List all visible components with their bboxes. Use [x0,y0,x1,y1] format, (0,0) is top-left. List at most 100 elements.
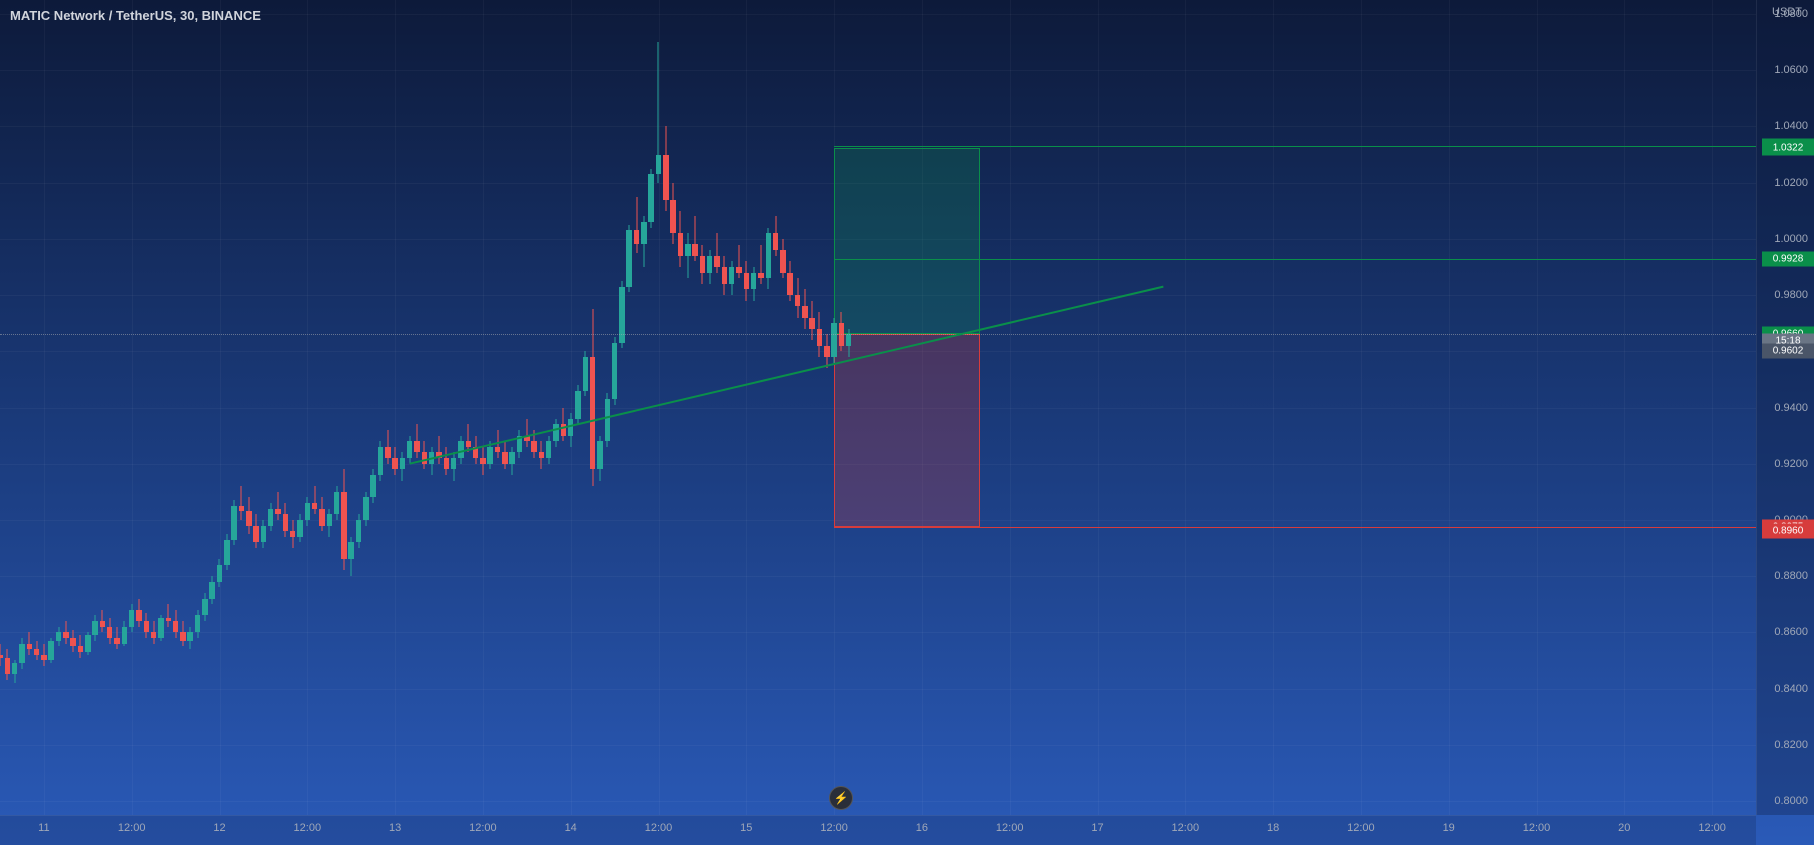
candle [831,318,836,363]
candle [451,452,456,480]
symbol-header: MATIC Network / TetherUS, 30, BINANCE [10,8,261,23]
candle [502,441,507,469]
y-tick-label: 0.9200 [1774,458,1808,470]
candle [780,239,785,278]
candle [290,520,295,548]
candle [312,486,317,514]
candle [575,385,580,424]
y-tick-label: 0.8000 [1774,795,1808,807]
candle [678,211,683,267]
candle [473,436,478,464]
x-tick-label: 11 [38,822,49,834]
candle [27,632,32,654]
candle [378,441,383,480]
candle [626,225,631,292]
candle [180,621,185,646]
candle [561,408,566,442]
candle [700,245,705,284]
candle [48,638,53,663]
candle [187,627,192,649]
horizontal-price-line[interactable] [834,146,1756,147]
candle [846,329,851,357]
candle [85,632,90,654]
x-tick-label: 12:00 [118,822,146,834]
candle [327,509,332,537]
candle [466,424,471,452]
candlestick-series [0,0,1756,815]
y-tick-label: 1.0000 [1774,233,1808,245]
candle [773,216,778,255]
y-tick-label: 1.0200 [1774,177,1808,189]
candle [539,441,544,469]
candle [195,610,200,638]
candle [685,233,690,278]
candle [480,447,485,475]
x-tick-label: 15 [740,822,752,834]
y-tick-label: 0.8400 [1774,683,1808,695]
replay-marker-icon[interactable]: ⚡ [829,786,853,810]
candle [656,42,661,183]
x-tick-label: 13 [389,822,401,834]
candle [400,452,405,480]
candle [458,436,463,464]
price-axis-label: 0.8960 [1762,524,1814,539]
price-axis[interactable]: USDT 1.08001.06001.04001.02001.00000.980… [1756,0,1814,815]
candle [736,245,741,279]
price-axis-label: 0.9602 [1762,343,1814,358]
candle [641,216,646,267]
candle [590,309,595,486]
candle [553,419,558,447]
chart-container[interactable]: MATIC Network / TetherUS, 30, BINANCE US… [0,0,1814,845]
time-axis[interactable]: 1112:001212:001312:001412:001512:001612:… [0,815,1756,845]
x-tick-label: 12:00 [294,822,322,834]
x-tick-label: 19 [1443,822,1455,834]
x-tick-label: 12:00 [469,822,497,834]
candle [619,281,624,348]
candle [100,610,105,632]
candle [261,520,266,548]
candle [224,534,229,571]
horizontal-price-line[interactable] [834,259,1756,260]
candle [114,627,119,649]
candle [744,261,749,300]
candle [487,441,492,469]
candle [583,351,588,396]
candle [356,514,361,548]
candle [275,492,280,520]
candle [363,492,368,526]
candle [787,261,792,300]
candle [436,436,441,464]
candle [56,627,61,647]
x-tick-label: 12:00 [1698,822,1726,834]
candle [531,430,536,458]
y-tick-label: 0.8800 [1774,570,1808,582]
candle [144,613,149,638]
candle [422,441,427,469]
horizontal-price-line[interactable] [834,527,1756,528]
candle [239,486,244,520]
candle [839,312,844,351]
candle [605,393,610,446]
candle [297,514,302,542]
candle [758,245,763,284]
candle [334,486,339,520]
candle [209,576,214,604]
candle [517,430,522,458]
candle [348,537,353,576]
candle [370,469,375,503]
candle [707,250,712,284]
candle [0,644,3,666]
candle [495,430,500,458]
candle [151,621,156,643]
candle [12,660,17,682]
candle [78,635,83,657]
x-tick-label: 12:00 [996,822,1024,834]
candle [714,233,719,272]
candle [319,497,324,531]
candle [766,228,771,290]
candle [41,644,46,666]
y-tick-label: 0.8600 [1774,626,1808,638]
x-tick-label: 18 [1267,822,1279,834]
candle [129,604,134,632]
candle [122,621,127,646]
